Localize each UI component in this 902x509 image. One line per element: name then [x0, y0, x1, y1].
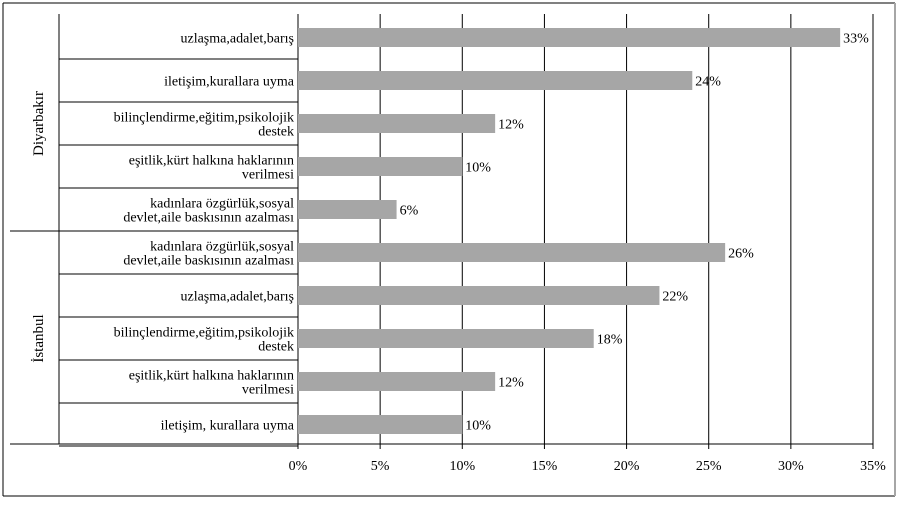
category-label: devlet,aile baskısının azalması — [123, 254, 294, 269]
value-label: 18% — [597, 333, 623, 348]
x-tick-label: 0% — [289, 459, 308, 474]
category-label: iletişim,kurallara uyma — [164, 75, 295, 90]
value-label: 10% — [465, 419, 491, 434]
bar — [298, 372, 496, 391]
category-label: iletişim, kurallara uyma — [161, 419, 295, 434]
x-tick-label: 25% — [696, 459, 722, 474]
bar — [298, 114, 496, 133]
category-label: eşitlik,kürt halkına haklarının — [129, 369, 294, 384]
value-label: 22% — [662, 290, 688, 305]
category-label: uzlaşma,adalet,barış — [180, 290, 294, 305]
x-tick-label: 30% — [778, 459, 804, 474]
value-label: 6% — [400, 204, 419, 219]
category-label: destek — [258, 340, 294, 355]
x-tick-label: 10% — [449, 459, 475, 474]
x-tick-label: 35% — [860, 459, 886, 474]
value-label: 33% — [843, 32, 869, 47]
category-label: bilinçlendirme,eğitim,psikolojik — [114, 111, 294, 126]
x-tick-label: 5% — [371, 459, 390, 474]
bar — [298, 71, 693, 90]
category-label: verilmesi — [242, 383, 294, 398]
category-label: uzlaşma,adalet,barış — [180, 32, 294, 47]
value-label: 12% — [498, 376, 524, 391]
value-label: 24% — [695, 75, 721, 90]
value-label: 12% — [498, 118, 524, 133]
bar — [298, 200, 397, 219]
bar — [298, 415, 463, 434]
bar — [298, 28, 841, 47]
category-label: kadınlara özgürlük,sosyal — [150, 197, 294, 212]
bar — [298, 157, 463, 176]
value-label: 26% — [728, 247, 754, 262]
category-label: bilinçlendirme,eğitim,psikolojik — [114, 326, 294, 341]
bar — [298, 243, 726, 262]
category-label: eşitlik,kürt halkına haklarının — [129, 154, 294, 169]
x-tick-label: 15% — [532, 459, 558, 474]
category-label: devlet,aile baskısının azalması — [123, 211, 294, 226]
bar — [298, 329, 594, 348]
category-label: verilmesi — [242, 168, 294, 183]
value-label: 10% — [465, 161, 491, 176]
category-label: destek — [258, 125, 294, 140]
group-label: Diyarbakır — [31, 91, 47, 156]
category-label: kadınlara özgürlük,sosyal — [150, 240, 294, 255]
bar — [298, 286, 660, 305]
group-label: İstanbul — [31, 314, 47, 362]
x-tick-label: 20% — [614, 459, 640, 474]
